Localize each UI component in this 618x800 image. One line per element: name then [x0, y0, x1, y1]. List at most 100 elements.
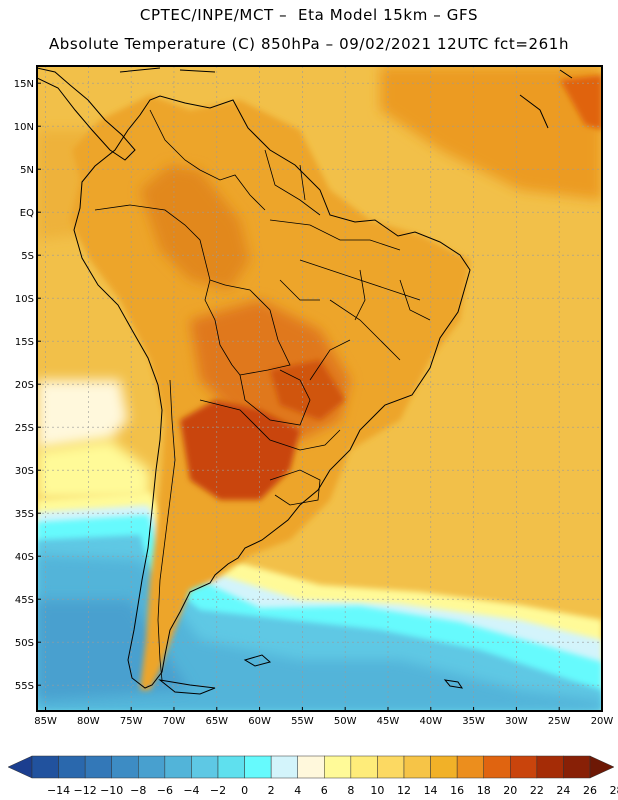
colorbar-swatch	[84, 755, 112, 779]
colorbar-label: −6	[157, 784, 173, 797]
lat-tick-label: 5S	[21, 251, 34, 262]
border-guianas	[264, 149, 321, 216]
border-venezuela-colombia	[149, 109, 266, 211]
lat-tick-label: 5N	[20, 165, 34, 176]
lon-tick-label: 55W	[291, 716, 314, 727]
field-chaco-hottest	[180, 400, 300, 500]
field-brazil-hot	[270, 360, 345, 420]
colorbar-label: 24	[556, 784, 570, 797]
colorbar-swatch	[58, 755, 86, 779]
colorbar-label: 28	[610, 784, 618, 797]
lon-tick-label: 80W	[77, 716, 100, 727]
colorbar-swatch	[563, 755, 591, 779]
colorbar-swatch	[297, 755, 325, 779]
colorbar-label: −8	[130, 784, 146, 797]
colorbar-label: 14	[424, 784, 438, 797]
colorbar-label: 20	[503, 784, 517, 797]
lat-tick-label: 50S	[15, 638, 34, 649]
field-north-hot-spot	[560, 75, 602, 130]
south-georgia-island	[443, 679, 464, 689]
colorbar-underflow-triangle	[7, 755, 33, 779]
map-title-model: CPTEC/INPE/MCT – Eta Model 15km – GFS	[139, 6, 479, 24]
colorbar-label: −10	[100, 784, 123, 797]
lon-tick-label: 70W	[163, 716, 186, 727]
lat-tick-label: 30S	[15, 466, 34, 477]
colorbar-swatch	[456, 755, 484, 779]
colorbar-label: 10	[370, 784, 384, 797]
lon-tick-label: 45W	[377, 716, 400, 727]
colorbar-label: 26	[583, 784, 597, 797]
map-frame	[36, 65, 603, 712]
lat-tick-label: 15N	[14, 79, 34, 90]
colorbar-label: −14	[47, 784, 70, 797]
lon-tick-label: 40W	[419, 716, 442, 727]
colorbar-label: 2	[268, 784, 275, 797]
falkland-islands	[243, 654, 272, 667]
colorbar-label: 0	[241, 784, 248, 797]
colorbar-label: 18	[477, 784, 491, 797]
colorbar-label: 22	[530, 784, 544, 797]
lat-tick-label: 40S	[15, 552, 34, 563]
map-coastlines	[37, 67, 573, 695]
colorbar-label: 16	[450, 784, 464, 797]
colorbar-swatch	[164, 755, 192, 779]
central-america-coastline	[37, 67, 136, 161]
border-peru-brazil	[204, 279, 233, 366]
map-title-variable: Absolute Temperature (C) 850hPa – 09/02/…	[48, 35, 570, 53]
colorbar-swatch	[31, 755, 59, 779]
colorbar-swatch	[244, 755, 272, 779]
lon-tick-label: 20W	[591, 716, 614, 727]
map-country-borders	[94, 109, 431, 681]
colorbar-label: −4	[183, 784, 199, 797]
colorbar-swatch	[510, 755, 538, 779]
lon-tick-label: 25W	[548, 716, 571, 727]
lat-tick-label: 10N	[14, 122, 34, 133]
colorbar-label: −12	[74, 784, 97, 797]
lon-tick-label: 65W	[205, 716, 228, 727]
colorbar	[7, 755, 615, 779]
field-pacific-pale	[37, 380, 128, 450]
colorbar-swatch	[270, 755, 298, 779]
lon-tick-label: 50W	[334, 716, 357, 727]
colorbar-swatch	[377, 755, 405, 779]
field-south-deep-blue	[37, 555, 602, 711]
colorbar-overflow-triangle	[589, 755, 615, 779]
border-chile-argentina	[157, 379, 176, 681]
lat-tick-label: 20S	[15, 380, 34, 391]
lon-tick-label: 60W	[248, 716, 271, 727]
lon-tick-label: 85W	[34, 716, 57, 727]
field-north-atlantic-warm	[380, 66, 602, 200]
border-paraguay	[239, 369, 311, 426]
map-gridlines	[37, 66, 603, 711]
colorbar-swatch	[403, 755, 431, 779]
field-amazon-hot	[140, 165, 250, 290]
colorbar-label: 8	[347, 784, 354, 797]
colorbar-swatch	[350, 755, 378, 779]
colorbar-swatch	[111, 755, 139, 779]
colorbar-label: 12	[397, 784, 411, 797]
colorbar-label: −2	[210, 784, 226, 797]
lon-tick-label: 30W	[505, 716, 528, 727]
colorbar-label: 6	[321, 784, 328, 797]
colorbar-swatch	[483, 755, 511, 779]
caribbean-islands	[119, 67, 573, 129]
latitude-axis: 15N 10N 5N EQ 5S 10S 15S 20S 25S 30S 35S 40S 45S 50S 5…	[14, 79, 41, 692]
border-brazil-states	[269, 219, 431, 381]
lat-tick-label: EQ	[20, 208, 34, 219]
border-argentina-north	[199, 399, 341, 451]
colorbar-swatch	[430, 755, 458, 779]
colorbar-swatch	[138, 755, 166, 779]
lat-tick-label: 55S	[15, 681, 34, 692]
lat-tick-label: 10S	[15, 294, 34, 305]
border-uruguay	[269, 469, 321, 506]
border-bolivia	[224, 284, 291, 376]
longitude-axis: 85W 80W 75W 70W 65W 60W 55W 50W 45W 40W 35W 30W 25W 2…	[34, 707, 613, 727]
colorbar-labels: −14 −12 −10 −8 −6 −4 −2 0 2 4 6 8 10 12 14 16 18 20 22 24 26…	[47, 784, 618, 797]
lon-tick-label: 75W	[120, 716, 143, 727]
lon-tick-label: 35W	[462, 716, 485, 727]
south-america-coastline	[73, 95, 471, 689]
lat-tick-label: 35S	[15, 509, 34, 520]
lat-tick-label: 15S	[15, 337, 34, 348]
colorbar-swatch	[324, 755, 352, 779]
